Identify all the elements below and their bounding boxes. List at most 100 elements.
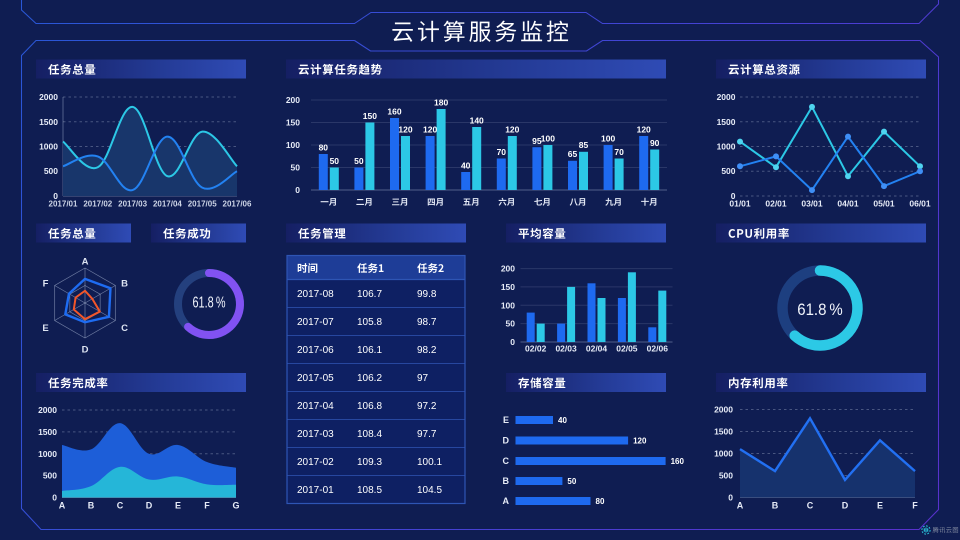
svg-text:95: 95: [532, 136, 542, 146]
svg-text:120: 120: [505, 125, 519, 135]
svg-text:200: 200: [501, 264, 515, 274]
svg-text:0: 0: [52, 493, 57, 503]
svg-text:97.2: 97.2: [417, 401, 437, 412]
svg-text:A: A: [737, 501, 744, 511]
svg-text:70: 70: [497, 147, 507, 157]
svg-text:A: A: [59, 501, 66, 511]
svg-text:140: 140: [470, 116, 484, 126]
svg-text:108.4: 108.4: [357, 429, 382, 440]
svg-text:100: 100: [501, 300, 515, 310]
svg-text:40: 40: [461, 161, 471, 171]
svg-text:70: 70: [614, 147, 624, 157]
svg-text:150: 150: [286, 118, 300, 128]
svg-text:97: 97: [417, 373, 429, 384]
svg-text:200: 200: [286, 95, 300, 105]
svg-text:106.2: 106.2: [357, 373, 382, 384]
svg-text:50: 50: [506, 319, 516, 329]
svg-text:1000: 1000: [717, 142, 736, 152]
svg-text:0: 0: [510, 337, 515, 347]
svg-text:500: 500: [721, 166, 735, 176]
svg-text:2017-08: 2017-08: [297, 289, 334, 300]
svg-text:2000: 2000: [717, 92, 736, 102]
svg-text:C: C: [117, 501, 124, 511]
svg-text:105.8: 105.8: [357, 317, 382, 328]
svg-text:80: 80: [596, 497, 605, 506]
svg-text:99.8: 99.8: [417, 289, 437, 300]
svg-text:04/01: 04/01: [837, 199, 859, 209]
svg-text:1500: 1500: [38, 427, 57, 437]
svg-text:120: 120: [398, 125, 412, 135]
svg-text:97.7: 97.7: [417, 429, 437, 440]
svg-text:106.1: 106.1: [357, 345, 382, 356]
svg-text:98.2: 98.2: [417, 345, 437, 356]
svg-text:2017/01: 2017/01: [49, 200, 78, 209]
svg-text:100: 100: [541, 134, 555, 144]
svg-text:2000: 2000: [38, 405, 57, 415]
svg-text:500: 500: [43, 471, 57, 481]
svg-text:F: F: [912, 501, 918, 511]
svg-text:106.7: 106.7: [357, 289, 382, 300]
svg-text:106.8: 106.8: [357, 401, 382, 412]
svg-text:160: 160: [387, 107, 401, 117]
svg-text:500: 500: [719, 471, 733, 481]
svg-text:B: B: [772, 501, 779, 511]
svg-text:2017-01: 2017-01: [297, 485, 334, 496]
svg-text:2017/02: 2017/02: [83, 200, 112, 209]
svg-text:B: B: [503, 476, 510, 486]
svg-text:F: F: [43, 279, 49, 290]
svg-text:C: C: [121, 323, 128, 334]
svg-text:0: 0: [731, 191, 736, 201]
svg-text:50: 50: [291, 163, 301, 173]
svg-text:150: 150: [363, 111, 377, 121]
svg-text:1000: 1000: [714, 449, 733, 459]
svg-text:06/01: 06/01: [909, 199, 931, 209]
svg-text:2017/06: 2017/06: [223, 200, 252, 209]
svg-text:E: E: [503, 415, 509, 425]
svg-text:180: 180: [434, 98, 448, 108]
svg-text:0: 0: [295, 185, 300, 195]
svg-text:B: B: [121, 279, 128, 290]
svg-text:1000: 1000: [38, 449, 57, 459]
svg-text:D: D: [842, 501, 849, 511]
svg-text:02/03: 02/03: [555, 344, 577, 354]
svg-text:104.5: 104.5: [417, 485, 442, 496]
svg-text:50: 50: [330, 156, 340, 166]
svg-text:D: D: [146, 501, 153, 511]
svg-text:100: 100: [601, 134, 615, 144]
svg-text:61.8 %: 61.8 %: [797, 300, 843, 319]
svg-text:61.8 %: 61.8 %: [193, 295, 226, 312]
svg-text:C: C: [503, 456, 510, 466]
svg-text:02/06: 02/06: [647, 344, 669, 354]
svg-text:F: F: [204, 501, 210, 511]
svg-text:40: 40: [558, 416, 567, 425]
svg-text:A: A: [503, 496, 510, 506]
svg-text:2000: 2000: [39, 92, 58, 102]
svg-text:1500: 1500: [39, 117, 58, 127]
svg-text:02/01: 02/01: [765, 199, 787, 209]
svg-text:98.7: 98.7: [417, 317, 437, 328]
svg-text:2017-06: 2017-06: [297, 345, 334, 356]
svg-text:E: E: [175, 501, 181, 511]
svg-text:108.5: 108.5: [357, 485, 382, 496]
svg-text:160: 160: [671, 457, 685, 466]
svg-text:0: 0: [728, 493, 733, 503]
svg-text:2017-05: 2017-05: [297, 373, 334, 384]
svg-text:2017-03: 2017-03: [297, 429, 334, 440]
svg-text:2017-07: 2017-07: [297, 317, 334, 328]
svg-text:B: B: [88, 501, 95, 511]
svg-text:D: D: [82, 345, 89, 356]
svg-text:2017-02: 2017-02: [297, 457, 334, 468]
svg-text:0: 0: [53, 191, 58, 201]
svg-text:E: E: [42, 323, 48, 334]
svg-text:120: 120: [633, 437, 647, 446]
svg-text:2017-04: 2017-04: [297, 401, 334, 412]
svg-text:E: E: [877, 501, 883, 511]
svg-text:1000: 1000: [39, 142, 58, 152]
svg-text:D: D: [503, 436, 510, 446]
svg-text:120: 120: [423, 125, 437, 135]
svg-text:1500: 1500: [717, 117, 736, 127]
svg-text:50: 50: [567, 477, 576, 486]
svg-text:100.1: 100.1: [417, 457, 442, 468]
svg-text:01/01: 01/01: [729, 199, 751, 209]
svg-text:02/05: 02/05: [616, 344, 638, 354]
